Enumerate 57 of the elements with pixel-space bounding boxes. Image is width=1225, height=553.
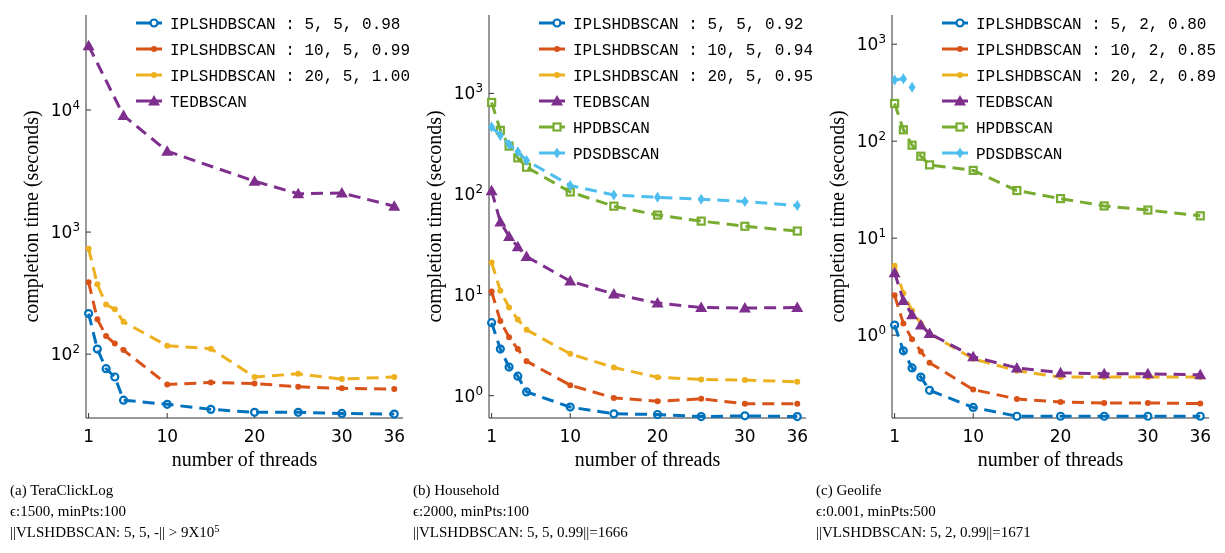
y-tick-label: 10$^{2}$ bbox=[453, 182, 483, 205]
y-tick-label: 10$^{0}$ bbox=[453, 383, 483, 406]
x-tick-label: 36 bbox=[1189, 426, 1212, 446]
text: ||VLSHDBSCAN: 5, 2, 0.99||=1671 bbox=[816, 524, 1031, 540]
y-tick-label: 10$^{2}$ bbox=[50, 342, 80, 365]
legend-label: PDSDBSCAN bbox=[976, 146, 1063, 164]
x-tick-label: 10 bbox=[962, 426, 985, 446]
text: ϵ:2000, minPts:100 bbox=[413, 503, 530, 519]
text: ϵ:0.001, minPts:500 bbox=[816, 503, 936, 519]
legend-label: TEDBSCAN bbox=[976, 94, 1053, 112]
y-tick-label: 10$^{2}$ bbox=[856, 129, 886, 152]
text: (b) Household bbox=[413, 482, 500, 499]
y-tick-label: 10$^{3}$ bbox=[50, 220, 80, 243]
y-axis-title: completion time (seconds) bbox=[423, 110, 446, 323]
x-tick-label: 10 bbox=[559, 426, 582, 446]
legend-label: HPDBSCAN bbox=[573, 120, 650, 138]
legend-label: TEDBSCAN bbox=[573, 94, 650, 112]
x-tick-label: 10 bbox=[156, 426, 179, 446]
legend-label: HPDBSCAN bbox=[976, 120, 1053, 138]
x-tick-label: 36 bbox=[383, 426, 406, 446]
text: ϵ:1500, minPts:100 bbox=[10, 503, 127, 519]
x-tick-label: 30 bbox=[1137, 426, 1159, 446]
legend-label: PDSDBSCAN bbox=[573, 146, 660, 164]
legend-label: IPLSHDBSCAN : 20, 2, 0.89 bbox=[976, 68, 1217, 86]
x-tick-label: 20 bbox=[1049, 426, 1072, 446]
legend-label: IPLSHDBSCAN : 5, 2, 0.80 bbox=[976, 16, 1207, 34]
x-tick-label: 30 bbox=[734, 426, 756, 446]
y-axis-title: completion time (seconds) bbox=[20, 110, 43, 323]
legend-label: IPLSHDBSCAN : 10, 5, 0.99 bbox=[170, 42, 411, 60]
x-tick-label: 20 bbox=[646, 426, 669, 446]
y-tick-label: 10$^{1}$ bbox=[453, 282, 483, 305]
legend-label: IPLSHDBSCAN : 20, 5, 0.95 bbox=[573, 68, 814, 86]
text: (c) Geolife bbox=[816, 482, 882, 499]
y-tick-label: 10$^{1}$ bbox=[856, 226, 886, 249]
y-tick-label: 10$^{3}$ bbox=[856, 32, 886, 55]
y-tick-label: 10$^{0}$ bbox=[856, 323, 886, 346]
text: ||VLSHDBSCAN: 5, 5, -|| > 9X10$^{5}$ bbox=[10, 522, 220, 540]
x-axis-title: number of threads bbox=[171, 448, 318, 470]
legend-label: IPLSHDBSCAN : 20, 5, 1.00 bbox=[170, 68, 411, 86]
legend-label: IPLSHDBSCAN : 5, 5, 0.92 bbox=[573, 16, 804, 34]
x-tick-label: 1 bbox=[83, 426, 95, 446]
y-tick-label: 10$^{4}$ bbox=[50, 98, 80, 120]
legend-label: TEDBSCAN bbox=[170, 94, 247, 112]
text: ||VLSHDBSCAN: 5, 5, 0.99||=1666 bbox=[413, 524, 629, 540]
legend-label: IPLSHDBSCAN : 5, 5, 0.98 bbox=[170, 16, 401, 34]
x-tick-label: 1 bbox=[486, 426, 498, 446]
x-tick-label: 36 bbox=[786, 426, 809, 446]
legend-label: IPLSHDBSCAN : 10, 2, 0.85 bbox=[976, 42, 1217, 60]
x-axis-title: number of threads bbox=[574, 448, 721, 470]
legend-label: IPLSHDBSCAN : 10, 5, 0.94 bbox=[573, 42, 814, 60]
x-tick-label: 1 bbox=[889, 426, 901, 446]
y-axis-title: completion time (seconds) bbox=[826, 110, 849, 323]
y-tick-label: 10$^{3}$ bbox=[453, 81, 483, 104]
x-tick-label: 30 bbox=[331, 426, 353, 446]
x-axis-title: number of threads bbox=[977, 448, 1124, 470]
text: (a) TeraClickLog bbox=[10, 482, 114, 499]
x-tick-label: 20 bbox=[243, 426, 266, 446]
